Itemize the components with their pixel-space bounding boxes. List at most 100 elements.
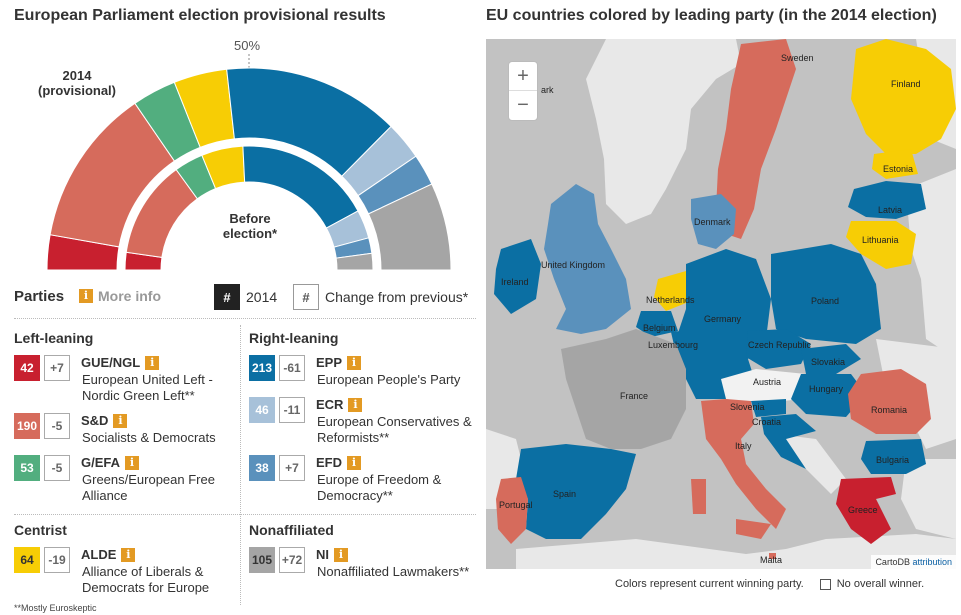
- country-denmark[interactable]: [691, 194, 736, 249]
- toggle-2014[interactable]: # 2014: [214, 284, 277, 310]
- country-finland[interactable]: [851, 39, 956, 154]
- country-estonia[interactable]: [872, 149, 918, 179]
- country-sweden[interactable]: [716, 39, 796, 239]
- seat-change: -61: [279, 355, 305, 381]
- parties-label: Parties: [14, 288, 65, 305]
- party-abbr: ALDE: [81, 547, 117, 562]
- country-slovakia[interactable]: [801, 344, 861, 374]
- party-abbr: G/EFA: [81, 455, 121, 470]
- party-full-name: Nonaffiliated Lawmakers**: [317, 564, 470, 579]
- eu-map[interactable]: + − ark Sweden Finland Estonia Latvia Li…: [486, 39, 956, 569]
- seat-count: 64: [14, 547, 40, 573]
- toggle-2014-label: 2014: [246, 289, 278, 305]
- country-bulgaria[interactable]: [861, 439, 926, 474]
- label-hungary: Hungary: [809, 384, 844, 394]
- party-abbr-row: NI i: [316, 547, 348, 562]
- seat-count: 213: [249, 355, 275, 381]
- country-belgium[interactable]: [636, 311, 678, 337]
- label-czech: Czech Republic: [748, 340, 812, 350]
- outer-ring-2014: [46, 67, 452, 271]
- label-partial: ark: [541, 85, 554, 95]
- party-full-name: Socialists & Democrats: [82, 430, 216, 445]
- country-netherlands[interactable]: [654, 271, 691, 311]
- info-icon[interactable]: i: [125, 455, 140, 470]
- column-divider: [240, 325, 241, 605]
- seat-count: 42: [14, 355, 40, 381]
- info-icon[interactable]: i: [347, 355, 362, 370]
- more-info-link[interactable]: i More info: [79, 288, 161, 304]
- map-title: EU countries colored by leading party (i…: [486, 7, 937, 24]
- party-abbr-row: GUE/NGL i: [81, 355, 160, 370]
- label-belgium: Belgium: [643, 323, 676, 333]
- results-title: European Parliament election provisional…: [14, 7, 386, 24]
- country-sicily[interactable]: [736, 519, 771, 539]
- country-ireland[interactable]: [494, 239, 541, 314]
- country-uk[interactable]: [544, 184, 631, 334]
- map-panel: EU countries colored by leading party (i…: [480, 0, 961, 615]
- country-sardinia[interactable]: [691, 479, 706, 514]
- hemicycle-chart: [46, 54, 452, 271]
- country-italy[interactable]: [701, 399, 786, 529]
- label-malta: Malta: [760, 555, 783, 565]
- party-abbr: GUE/NGL: [81, 355, 141, 370]
- land-balkans: [776, 434, 846, 494]
- attribution-link[interactable]: attribution: [912, 557, 952, 567]
- country-portugal[interactable]: [496, 477, 528, 544]
- label-2014: 2014 (provisional): [37, 68, 116, 98]
- party-abbr: EPP: [316, 355, 343, 370]
- country-slovenia[interactable]: [751, 399, 786, 417]
- country-spain[interactable]: [516, 444, 636, 539]
- label-romania: Romania: [871, 405, 908, 415]
- seat-count: 105: [249, 547, 275, 573]
- country-malta[interactable]: [769, 553, 776, 559]
- label-denmark: Denmark: [694, 217, 731, 227]
- country-greece[interactable]: [836, 477, 896, 544]
- party-abbr-row: S&D i: [81, 413, 128, 428]
- country-romania[interactable]: [848, 369, 931, 434]
- info-icon[interactable]: i: [121, 547, 136, 562]
- label-bulgaria: Bulgaria: [876, 455, 910, 465]
- label-portugal: Portugal: [499, 500, 533, 510]
- info-icon[interactable]: i: [113, 413, 128, 428]
- country-czech[interactable]: [746, 329, 811, 369]
- country-latvia[interactable]: [848, 181, 926, 219]
- parties-header: Parties i More info # 2014 # Change from…: [14, 284, 474, 310]
- label-poland: Poland: [811, 296, 840, 306]
- country-lithuania[interactable]: [846, 221, 916, 269]
- party-full-name: European People's Party: [317, 372, 461, 387]
- country-germany[interactable]: [676, 249, 771, 399]
- zoom-out-button[interactable]: −: [517, 94, 529, 116]
- group-heading-nonaffiliated: Nonaffiliated: [249, 522, 334, 538]
- country-poland[interactable]: [771, 244, 881, 344]
- party-abbr: EFD: [316, 455, 342, 470]
- group-heading-left: Left-leaning: [14, 330, 94, 346]
- label-finland: Finland: [891, 79, 921, 89]
- party-full-name: European United Left - Nordic Green Left…: [82, 372, 213, 403]
- seat-count: 190: [14, 413, 40, 439]
- label-france: France: [620, 391, 649, 401]
- country-hungary[interactable]: [791, 374, 866, 417]
- party-full-name: Greens/European Free Alliance: [82, 472, 215, 503]
- land-east: [906, 169, 956, 359]
- info-icon[interactable]: i: [348, 397, 363, 412]
- info-icon[interactable]: i: [334, 547, 348, 562]
- country-croatia[interactable]: [761, 414, 816, 469]
- party-abbr: NI: [316, 547, 329, 562]
- majority-label: 50%: [234, 38, 261, 53]
- country-france[interactable]: [561, 329, 686, 449]
- land-turkey: [901, 459, 956, 539]
- info-icon[interactable]: i: [347, 455, 361, 470]
- country-austria[interactable]: [721, 369, 806, 404]
- hemicycle-segment-ni: [367, 183, 452, 271]
- label-austria: Austria: [753, 377, 782, 387]
- toggle-change[interactable]: # Change from previous*: [293, 284, 468, 310]
- zoom-in-button[interactable]: +: [509, 62, 537, 91]
- legend-text: Colors represent current winning party.: [615, 578, 804, 590]
- land-norway: [586, 39, 741, 224]
- party-abbr-row: G/EFA i: [81, 455, 140, 470]
- label-germany: Germany: [704, 314, 742, 324]
- info-icon[interactable]: i: [145, 355, 160, 370]
- land-north-africa: [516, 534, 956, 569]
- label-before-election: Before election*: [222, 211, 278, 241]
- label-sweden: Sweden: [781, 53, 814, 63]
